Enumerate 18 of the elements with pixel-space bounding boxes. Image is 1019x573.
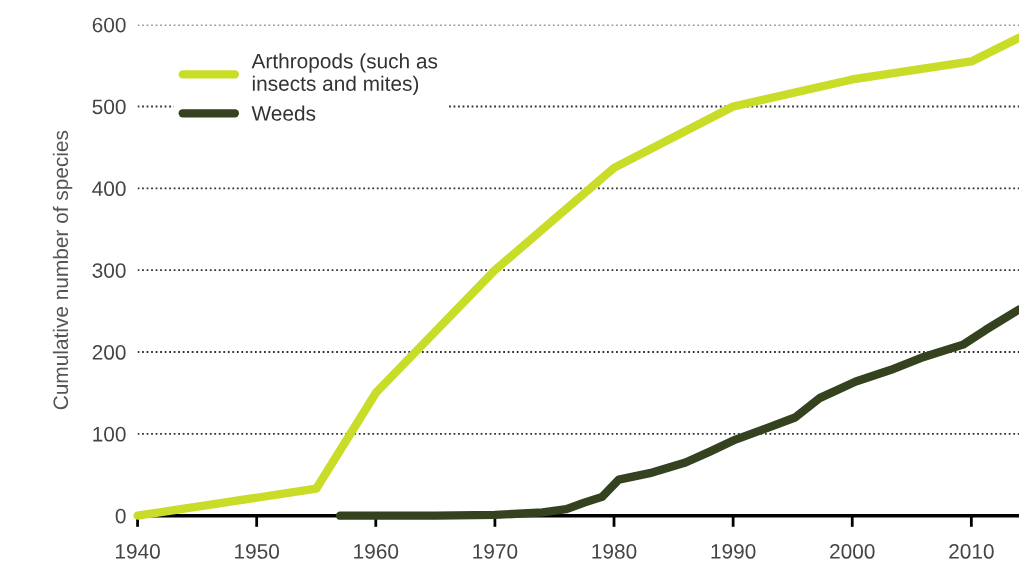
legend-label: Arthropods (such as insects and mites)	[251, 53, 438, 96]
y-tick-label: 200	[92, 345, 126, 360]
y-tick-label: 0	[115, 508, 126, 524]
y-tick-label: 100	[93, 426, 126, 442]
x-tick-label: 2010	[949, 544, 994, 559]
x-tick-label: 1980	[592, 544, 637, 559]
x-tick-label: 1940	[115, 544, 160, 559]
y-tick-label: 300	[92, 263, 126, 278]
y-tick-label: 400	[92, 181, 126, 197]
x-tick-label: 1960	[354, 544, 399, 559]
y-axis-title: Cumulative number of species	[52, 130, 73, 410]
x-tick-label: 2000	[830, 544, 875, 559]
y-tick-label: 500	[92, 99, 126, 115]
x-tick-label: 1990	[711, 544, 756, 559]
legend-label: Weeds	[251, 105, 316, 121]
y-tick-label: 600	[92, 17, 126, 33]
x-tick-label: 1950	[235, 544, 280, 559]
x-tick-label: 1970	[473, 544, 518, 559]
